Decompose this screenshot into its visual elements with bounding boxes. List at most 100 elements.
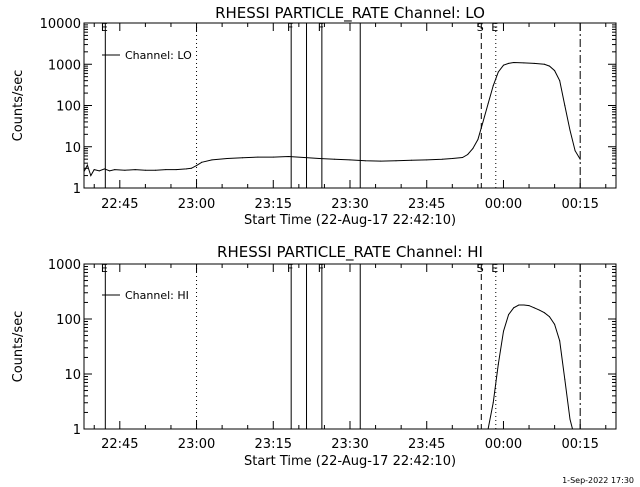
event-marker-label: F [287,262,293,275]
x-tick-label: 23:00 [178,197,215,212]
data-point [513,307,515,309]
data-point [497,71,499,73]
event-marker-label: S [477,262,484,275]
x-tick-label: 23:00 [178,437,215,452]
x-tick-label: 00:00 [485,197,522,212]
data-point [492,402,494,404]
data-point [472,148,474,150]
y-axis-label-0: Counts/sec [11,70,26,142]
y-tick-label: 1 [73,182,81,197]
data-point [554,70,556,72]
y-axis-label-1: Counts/sec [11,311,26,383]
data-point [364,160,366,162]
event-marker-label: E [101,262,108,275]
data-point [196,165,197,167]
data-point [441,158,443,160]
event-marker-label: F [318,21,324,34]
data-point [155,169,157,171]
data-point [564,105,566,106]
data-point [549,65,550,67]
data-point [395,160,397,162]
data-point [574,150,576,152]
data-point [272,156,274,158]
y-tick-label: 100 [56,313,81,328]
data-point [226,158,228,159]
event-marker-label: E [491,21,498,34]
data-point [513,62,515,63]
data-point [190,167,192,169]
data-point [579,158,581,160]
legend-entry-1: Channel: HI [125,289,189,302]
data-point [124,169,126,171]
data-point [503,330,504,332]
chart-title-0: RHESSI PARTICLE_RATE Channel: LO [215,4,485,23]
data-point [185,168,187,170]
data-point [477,139,479,140]
data-point [538,309,540,311]
y-tick-label: 10 [64,368,81,383]
data-point [201,161,203,163]
data-point [144,169,146,171]
event-marker-label: F [318,262,324,275]
data-point [533,307,535,309]
x-tick-label: 23:45 [408,197,445,212]
data-point [93,169,95,171]
y-tick-label: 10 [64,141,81,156]
data-point [349,159,351,161]
data-point [451,158,453,159]
data-point [86,164,88,166]
x-tick-label: 23:15 [255,437,292,452]
y-tick-label: 100 [56,100,81,115]
data-point [543,312,545,314]
series-line-1-0 [487,304,573,430]
data-point [508,62,510,64]
data-point [518,304,520,306]
data-point [482,121,484,123]
x-tick-label: 22:45 [101,197,138,212]
data-point [533,62,535,64]
data-point [492,85,494,87]
data-point [569,129,571,131]
footer-timestamp: 1-Sep-2022 17:30 [562,476,634,485]
data-point [318,158,320,159]
y-tick-label: 1 [73,423,81,438]
y-tick-label: 1000 [48,58,81,73]
data-point [543,63,545,65]
data-point [426,159,428,161]
x-tick-label: 00:15 [561,197,598,212]
data-point [508,314,510,316]
data-point [523,62,525,64]
event-marker-label: F [287,21,293,34]
x-tick-label: 23:15 [255,197,292,212]
x-tick-label: 00:00 [485,437,522,452]
x-tick-label: 23:45 [408,437,445,452]
x-tick-label: 23:30 [331,197,368,212]
data-point [175,169,177,171]
data-point [549,316,550,318]
x-tick-label: 00:15 [561,437,598,452]
data-point [564,378,566,380]
data-point [114,169,116,171]
data-point [98,170,100,172]
data-point [165,169,167,171]
data-point [288,156,290,157]
x-axis-label-1: Start Time (22-Aug-17 22:42:10) [244,454,456,469]
data-point [334,158,336,160]
data-point [303,157,305,158]
footer-timestamp-box: 1-Sep-2022 17:30 [562,468,634,487]
y-tick-label: 1000 [48,258,81,273]
x-axis-label-0: Start Time (22-Aug-17 22:42:10) [244,213,456,228]
data-point [104,168,105,170]
data-point [242,157,244,159]
chart-title-1: RHESSI PARTICLE_RATE Channel: HI [217,243,483,262]
data-point [487,103,489,105]
data-point [90,175,92,177]
data-point [559,80,561,82]
data-point [497,363,499,365]
data-point [503,64,504,66]
data-point [554,323,556,325]
data-point [569,418,571,420]
data-point [83,171,85,173]
